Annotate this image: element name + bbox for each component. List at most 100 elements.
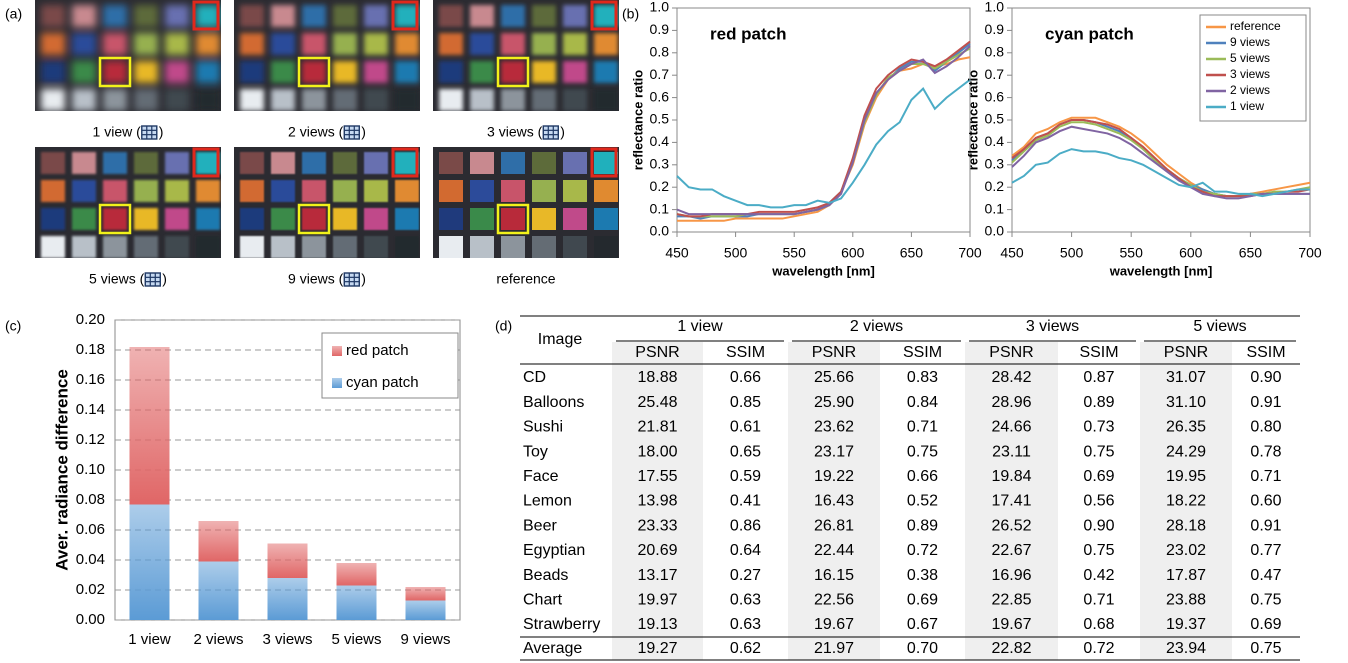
color-patch — [563, 61, 587, 83]
table-cell: 0.78 — [1250, 443, 1281, 460]
table-cell: 18.22 — [1166, 493, 1206, 510]
x-axis-title: wavelength [nm] — [1109, 263, 1213, 278]
color-patch — [240, 33, 264, 55]
x-tick-label: 3 views — [262, 631, 312, 648]
y-tick-label: 0.2 — [650, 178, 670, 194]
table-cell: 0.91 — [1250, 394, 1281, 411]
table-cell: 19.37 — [1166, 616, 1206, 633]
image-caption: ) — [361, 271, 366, 287]
table-cell: 19.22 — [814, 468, 854, 485]
y-tick-label: 0.3 — [650, 156, 670, 172]
color-patch — [103, 61, 127, 83]
color-patch — [134, 5, 158, 27]
table-cell: 0.69 — [1250, 616, 1281, 633]
color-patch — [302, 33, 326, 55]
row-label: Beer — [523, 517, 557, 534]
color-patch — [240, 208, 264, 230]
color-patch — [594, 236, 618, 258]
table-cell: 0.84 — [907, 394, 938, 411]
y-tick-label: 0.04 — [76, 551, 105, 568]
table-cell: 19.84 — [991, 468, 1031, 485]
y-tick-label: 1.0 — [985, 0, 1005, 15]
table-cell: 19.67 — [814, 616, 854, 633]
color-patch — [165, 180, 189, 202]
view-grid-icon — [142, 126, 157, 139]
color-patch — [196, 208, 220, 230]
color-patch — [333, 152, 357, 174]
bar-segment — [199, 521, 239, 562]
color-patch — [134, 33, 158, 55]
x-tick-label: 450 — [665, 245, 689, 261]
color-patch — [439, 33, 463, 55]
y-tick-label: 0.18 — [76, 341, 105, 358]
color-patch — [103, 236, 127, 258]
color-patch — [439, 236, 463, 258]
group-header: 5 views — [1193, 318, 1246, 335]
table-cell: 0.72 — [907, 542, 938, 559]
image-caption: ) — [159, 124, 164, 140]
image-caption: ) — [560, 124, 565, 140]
x-tick-label: 700 — [1298, 245, 1322, 261]
color-patch — [72, 208, 96, 230]
group-header: 3 views — [1026, 318, 1079, 335]
color-patch — [72, 61, 96, 83]
table-cell: 22.44 — [814, 542, 854, 559]
color-patch — [103, 152, 127, 174]
color-patch — [41, 89, 65, 111]
table-cell: 22.56 — [814, 592, 854, 609]
color-patch — [501, 33, 525, 55]
table-cell: 31.07 — [1166, 369, 1206, 386]
table-cell: 19.95 — [1166, 468, 1206, 485]
table-cell: 23.62 — [814, 419, 854, 436]
color-patch — [501, 5, 525, 27]
color-patch — [395, 89, 419, 111]
table-cell: 0.42 — [1083, 567, 1114, 584]
sub-header: PSNR — [812, 344, 856, 361]
color-patch — [395, 152, 419, 174]
y-tick-label: 0.20 — [76, 311, 105, 328]
table-cell: 0.65 — [730, 443, 761, 460]
table-cell: 0.66 — [730, 369, 761, 386]
color-patch — [41, 236, 65, 258]
bar-segment — [130, 505, 170, 621]
legend-label: red patch — [346, 342, 409, 359]
color-patch — [271, 61, 295, 83]
color-patch — [240, 180, 264, 202]
color-patch — [532, 33, 556, 55]
table-cell: 0.75 — [1083, 443, 1114, 460]
table-cell: 0.67 — [907, 616, 938, 633]
y-tick-label: 0.3 — [985, 156, 1005, 172]
color-patch — [501, 208, 525, 230]
color-patch — [594, 33, 618, 55]
y-tick-label: 0.16 — [76, 371, 105, 388]
sub-header: SSIM — [1246, 344, 1285, 361]
color-patch — [302, 152, 326, 174]
image-caption: 5 views ( — [89, 271, 145, 287]
y-tick-label: 0.8 — [985, 44, 1005, 60]
table-cell: 0.63 — [730, 616, 761, 633]
table-cell: 16.15 — [814, 567, 854, 584]
table-cell: 0.69 — [1083, 468, 1114, 485]
y-tick-label: 0.1 — [650, 200, 670, 216]
color-patch — [134, 236, 158, 258]
color-patch — [165, 5, 189, 27]
thumbnail — [35, 147, 221, 258]
color-patch — [470, 5, 494, 27]
color-patch — [271, 180, 295, 202]
view-grid-icon — [145, 273, 160, 286]
color-patch — [532, 236, 556, 258]
table-cell: 19.13 — [637, 616, 677, 633]
table-cell: 22.82 — [991, 640, 1031, 657]
color-patch — [271, 152, 295, 174]
legend-label: cyan patch — [346, 374, 419, 391]
table-cell: 19.67 — [991, 616, 1031, 633]
legend-label: 3 views — [1230, 67, 1270, 81]
view-grid-icon — [543, 126, 558, 139]
y-tick-label: 0.4 — [985, 133, 1005, 149]
y-tick-label: 0.9 — [650, 21, 670, 37]
color-patch — [165, 208, 189, 230]
color-patch — [271, 33, 295, 55]
color-patch — [395, 61, 419, 83]
figure: (a) (b) (c) (d) 1 view ()2 views ()3 vie… — [0, 0, 1348, 663]
x-tick-label: 500 — [1060, 245, 1084, 261]
